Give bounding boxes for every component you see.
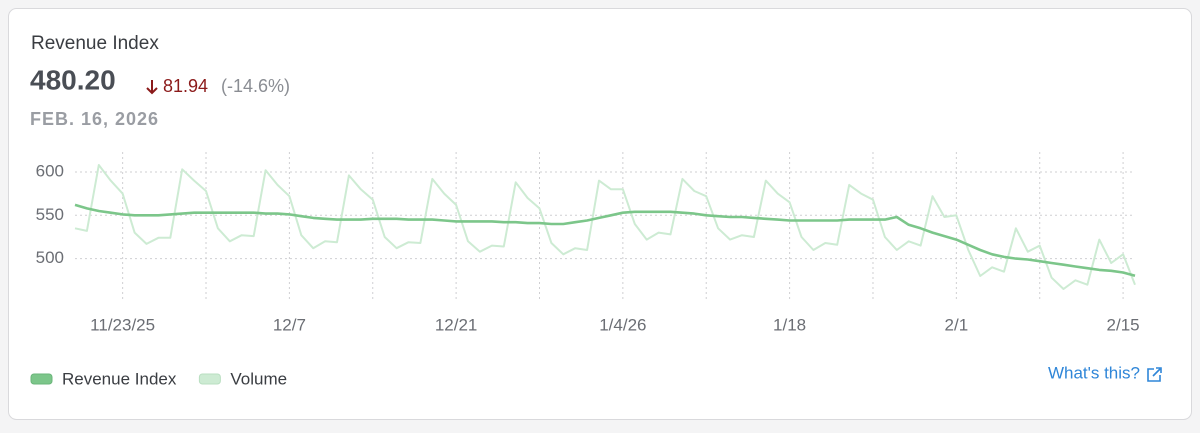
x-tick-label: 1/4/26 — [599, 315, 646, 334]
y-tick-label: 500 — [36, 248, 64, 267]
external-link-icon[interactable] — [1147, 367, 1162, 382]
x-tick-label: 2/1 — [945, 315, 969, 334]
legend-label: Revenue Index — [62, 369, 177, 388]
x-tick-label: 12/7 — [273, 315, 306, 334]
legend-label: Volume — [230, 369, 287, 388]
change: 81.94 — [163, 76, 208, 96]
current-value: 480.20 — [30, 64, 116, 95]
x-tick-label: 1/18 — [773, 315, 806, 334]
x-tick-label: 11/23/25 — [90, 315, 155, 334]
chart-title: Revenue Index — [31, 33, 159, 54]
date: FEB. 16, 2026 — [30, 109, 159, 129]
legend-swatch — [198, 373, 221, 385]
x-tick-label: 2/15 — [1107, 315, 1140, 334]
series-line — [74, 164, 1136, 290]
y-tick-label: 600 — [36, 161, 64, 180]
legend-swatch — [30, 373, 53, 385]
whats-this-link[interactable]: What's this? — [1048, 363, 1140, 382]
y-tick-label: 550 — [36, 205, 64, 224]
series-line — [74, 203, 1136, 278]
down-arrow — [146, 80, 158, 95]
change-percent: (-14.6%) — [221, 76, 290, 96]
x-tick-label: 12/21 — [435, 315, 478, 334]
card — [8, 8, 1192, 420]
